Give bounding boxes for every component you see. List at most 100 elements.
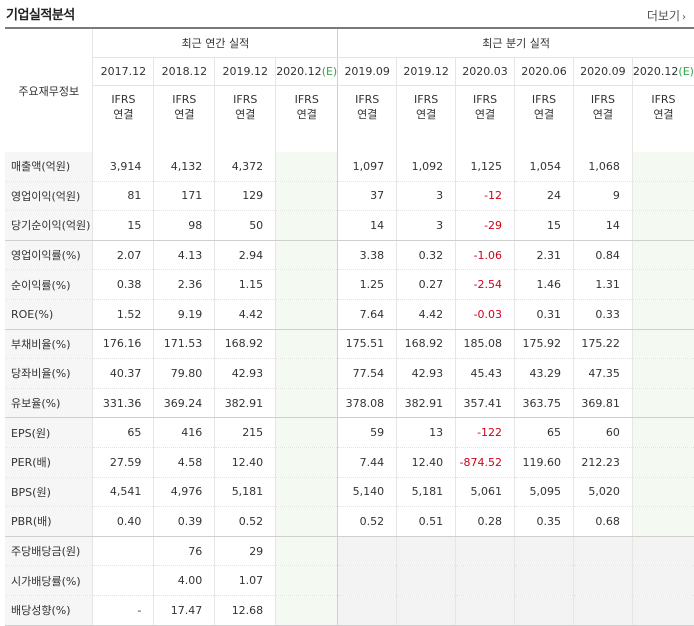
table-cell: 185.08	[455, 329, 515, 360]
ifrs-label: IFRS	[414, 93, 439, 106]
table-cell: 45.43	[455, 358, 515, 389]
table-cell: 4.42	[214, 299, 276, 330]
table-cell: 4,132	[153, 152, 215, 182]
table-cell: 176.16	[92, 329, 154, 360]
table-cell: 175.92	[514, 329, 574, 360]
table-cell	[514, 565, 574, 596]
period-header: 2018.12	[153, 57, 215, 86]
table-cell: 0.38	[92, 269, 154, 300]
table-cell: 2.36	[153, 269, 215, 300]
table-cell: 171	[153, 181, 215, 212]
period-header: 2019.12	[396, 57, 456, 86]
period-label: 2020.03	[462, 65, 508, 78]
table-cell: 77.54	[337, 358, 397, 389]
table-cell: 5,181	[396, 477, 456, 508]
table-cell	[275, 536, 338, 567]
period-header: 2020.09	[572, 57, 633, 86]
row-label: 시가배당률(%)	[5, 565, 93, 596]
period-header: 2020.12(E)	[631, 57, 694, 86]
table-cell: 212.23	[572, 447, 633, 478]
consolidated-label: 연결	[174, 108, 195, 121]
table-cell	[275, 595, 338, 626]
table-row: 영업이익률(%) 2.07 4.13 2.94 3.38 0.32 -1.06 2.31 0.8…	[5, 240, 694, 271]
row-label: 부채비율(%)	[5, 329, 93, 360]
table-cell	[275, 447, 338, 478]
consolidated-label: 연결	[653, 108, 674, 121]
table-cell	[514, 595, 574, 626]
table-cell: 0.32	[396, 240, 456, 271]
table-cell: 4.00	[153, 565, 215, 596]
table-cell: 363.75	[514, 388, 574, 419]
table-cell: 171.53	[153, 329, 215, 360]
table-cell: -874.52	[455, 447, 515, 478]
table-cell	[631, 506, 694, 537]
table-cell: 42.93	[396, 358, 456, 389]
table-cell: 2.94	[214, 240, 276, 271]
table-cell	[631, 565, 694, 596]
chevron-right-icon: ›	[682, 12, 686, 23]
table-cell: 1.46	[514, 269, 574, 300]
period-label: 2019.12	[222, 65, 268, 78]
table-cell: -2.54	[455, 269, 515, 300]
table-cell	[631, 152, 694, 182]
more-link[interactable]: 더보기 ›	[647, 7, 686, 24]
table-cell: 76	[153, 536, 215, 567]
consolidated-label: 연결	[357, 108, 378, 121]
ifrs-badge: IFRS 연결	[572, 85, 633, 152]
table-cell: 1.31	[572, 269, 633, 300]
table-cell: 1,054	[514, 152, 574, 182]
table-cell: 98	[153, 210, 215, 241]
ifrs-badge: IFRS 연결	[214, 85, 276, 152]
table-cell	[275, 152, 338, 182]
table-cell: 29	[214, 536, 276, 567]
table-cell: 9	[572, 181, 633, 212]
table-cell	[631, 388, 694, 419]
table-cell: 0.35	[514, 506, 574, 537]
table-cell: 119.60	[514, 447, 574, 478]
table-cell	[396, 595, 456, 626]
table-cell	[572, 536, 633, 567]
period-header: 2017.12	[92, 57, 154, 86]
consolidated-label: 연결	[533, 108, 555, 121]
table-cell: 0.51	[396, 506, 456, 537]
table-cell: 175.22	[572, 329, 633, 360]
table-cell	[396, 565, 456, 596]
row-label: BPS(원)	[5, 477, 93, 508]
table-cell	[514, 536, 574, 567]
table-cell	[275, 417, 338, 448]
table-cell: 15	[514, 210, 574, 241]
table-cell: 12.40	[396, 447, 456, 478]
ifrs-badge: IFRS 연결	[514, 85, 574, 152]
annual-group-header: 최근 연간 실적	[92, 28, 338, 58]
period-header: 2020.03	[455, 57, 515, 86]
ifrs-badge: IFRS 연결	[396, 85, 456, 152]
ifrs-label: IFRS	[651, 93, 676, 106]
table-cell: 1.15	[214, 269, 276, 300]
table-row: BPS(원) 4,541 4,976 5,181 5,140 5,181 5,061 5,09…	[5, 477, 694, 508]
ifrs-label: IFRS	[590, 93, 616, 106]
table-cell	[572, 595, 633, 626]
consolidated-label: 연결	[113, 108, 134, 121]
table-row: 배당성향(%) -17.47 12.68	[5, 595, 694, 626]
table-cell: 60	[572, 417, 633, 448]
table-cell: 3	[396, 181, 456, 212]
table-cell: 369.24	[153, 388, 215, 419]
row-label: 배당성향(%)	[5, 595, 93, 626]
row-label: 주당배당금(원)	[5, 536, 93, 567]
table-cell	[396, 536, 456, 567]
period-label: 2020.06	[521, 65, 567, 78]
row-label: 영업이익률(%)	[5, 240, 93, 271]
table-cell: 65	[514, 417, 574, 448]
table-cell: 4,372	[214, 152, 276, 182]
table-cell	[275, 477, 338, 508]
table-cell: 1,125	[455, 152, 515, 182]
table-cell: 1.07	[214, 565, 276, 596]
table-cell	[631, 329, 694, 360]
ifrs-badge: IFRS 연결	[153, 85, 215, 152]
ifrs-label: IFRS	[472, 93, 498, 106]
financial-table: 주요재무정보 최근 연간 실적 최근 분기 실적 2017.12 2018.12 2…	[5, 27, 694, 626]
ifrs-label: IFRS	[111, 93, 136, 106]
table-cell: 0.52	[337, 506, 397, 537]
period-header: 2020.06	[514, 57, 574, 86]
table-cell	[275, 181, 338, 212]
